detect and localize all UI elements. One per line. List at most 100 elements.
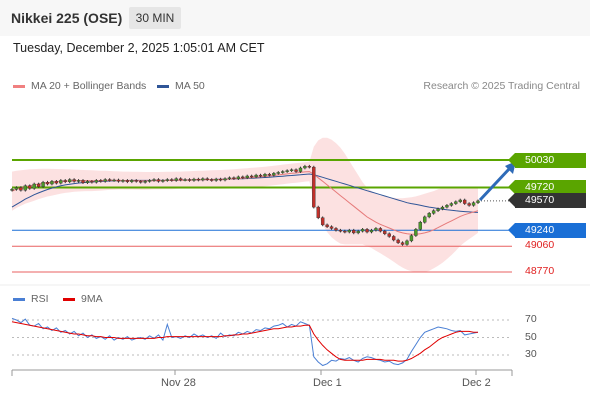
candle-body (63, 180, 67, 182)
candle-body (454, 201, 458, 204)
candle-body (369, 230, 374, 233)
candle-body (45, 182, 50, 185)
candle-body (312, 166, 316, 208)
candle-body (289, 169, 294, 171)
candle-body (50, 181, 54, 185)
candle-body (14, 187, 19, 190)
legend-rsi-ma-label: 9MA (81, 293, 103, 305)
candle-body (81, 180, 85, 183)
candle-body (378, 228, 383, 232)
candle-body (94, 180, 99, 183)
candle-body (365, 229, 369, 233)
candle-body (471, 202, 476, 206)
candle-body (427, 213, 431, 218)
candle-body (423, 216, 427, 223)
instrument-title: Nikkei 225 (OSE) (11, 10, 123, 26)
candle-body (440, 206, 445, 210)
candle-body (143, 181, 147, 183)
candle-body (28, 185, 32, 189)
candle-body (103, 179, 107, 182)
candle-body (316, 206, 320, 218)
candle-body (76, 180, 81, 182)
candle-body (187, 179, 192, 181)
candle-body (276, 172, 280, 174)
candle-body (174, 178, 178, 181)
candle-body (383, 230, 387, 234)
candle-body (214, 178, 218, 181)
candle-body (130, 180, 134, 182)
candle-body (281, 171, 285, 173)
candle-body (232, 177, 236, 179)
candle-body (320, 217, 325, 226)
legend-bollinger: MA 20 + Bollinger Bands (13, 80, 146, 92)
level-tag-text: 49570 (525, 194, 555, 207)
candle-body (32, 183, 36, 189)
candle-body (263, 174, 267, 177)
candle-body (245, 175, 249, 178)
candle-body (165, 179, 170, 181)
level-tag-text: 49240 (525, 223, 555, 236)
candle-body (147, 180, 152, 182)
rsi-tick-50: 50 (525, 330, 537, 343)
legend-bollinger-label: MA 20 + Bollinger Bands (31, 80, 147, 92)
candle-body (267, 174, 272, 176)
candle-body (183, 179, 187, 181)
legend-rsi: RSI (13, 293, 49, 305)
candle-body (85, 181, 90, 183)
candle-body (241, 176, 245, 179)
candle-body (356, 230, 360, 234)
candle-body (67, 179, 72, 182)
candle-body (210, 179, 214, 181)
candle-body (54, 181, 59, 184)
legend-rsi-label: RSI (31, 293, 49, 305)
level-tag-text: 49720 (525, 181, 555, 194)
rsi-ma-line (11, 321, 478, 362)
candle-body (272, 173, 276, 176)
candle-body (249, 175, 254, 178)
candle-body (458, 199, 462, 202)
candle-body (139, 181, 143, 183)
candle-body (352, 230, 356, 234)
candle-body (192, 178, 196, 181)
level-tag-49570: 49570 (508, 193, 586, 209)
candle-body (156, 179, 161, 182)
bollinger-swatch (13, 84, 25, 88)
candle-body (347, 230, 351, 233)
level-tag-49240: 49240 (508, 222, 586, 238)
x-axis-label-1: Dec 1 (313, 377, 342, 389)
copyright-label: Research © 2025 Trading Central (423, 80, 580, 92)
datetime-label: Tuesday, December 2, 2025 1:05:01 AM CET (13, 41, 265, 55)
candle-body (329, 226, 334, 229)
candle-body (405, 240, 409, 245)
candle-body (449, 203, 454, 206)
x-axis-label-0: Nov 28 (161, 377, 196, 389)
candle-body (387, 233, 391, 237)
x-axis-label-2: Dec 2 (462, 377, 491, 389)
candle-body (254, 174, 258, 178)
candle-body (41, 182, 45, 187)
rsi-ma-swatch (63, 297, 75, 301)
candle-body (374, 228, 378, 231)
candle-body (409, 235, 414, 242)
candle-body (418, 222, 423, 230)
bollinger-band (12, 137, 478, 273)
candle-body (23, 185, 28, 191)
candle-body (10, 189, 14, 191)
rsi-tick-70: 70 (525, 313, 537, 325)
level-tag-50030: 50030 (508, 152, 586, 168)
candle-body (360, 229, 365, 232)
candle-body (218, 178, 223, 181)
candle-body (436, 208, 440, 211)
candle-body (258, 174, 263, 177)
level-label-49060: 49060 (525, 239, 555, 252)
candle-body (170, 179, 174, 181)
candle-body (467, 203, 471, 206)
candle-body (400, 242, 405, 245)
candle-body (72, 179, 76, 182)
candle-body (19, 187, 23, 191)
timeframe-button[interactable]: 30 MIN (129, 7, 181, 29)
candle-body (121, 180, 125, 182)
candle-body (99, 180, 103, 182)
candle-body (178, 178, 183, 181)
